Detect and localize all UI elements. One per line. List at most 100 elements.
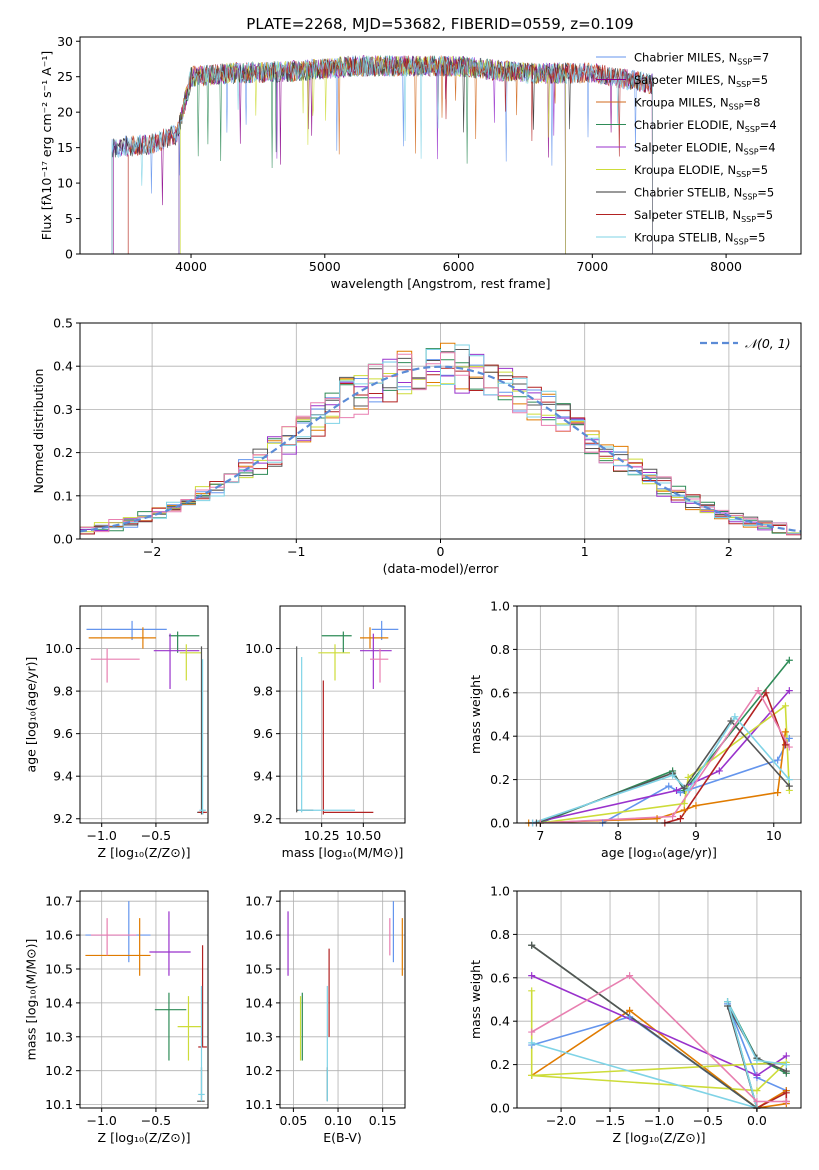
data-marker (665, 782, 673, 790)
legend-value: =4 (759, 141, 776, 155)
y-tick-label: 5 (65, 211, 73, 226)
y-tick-label: 10.1 (245, 1097, 273, 1112)
x-tick-label: 2 (725, 544, 733, 559)
x-tick-label: −0.5 (693, 1113, 723, 1128)
axes-frame (279, 605, 406, 824)
y-tick-label: 10.6 (45, 928, 73, 943)
residuals-plot-area (80, 342, 801, 539)
data-marker (753, 1087, 761, 1095)
spectrum-series (111, 55, 653, 254)
y-tick-label: 0.4 (53, 359, 73, 374)
y-tick-label: 9.8 (53, 684, 73, 699)
x-axis-label: Z [log₁₀(Z/Z⊙)] (98, 845, 191, 860)
y-tick-label: 10.4 (45, 995, 73, 1010)
x-tick-label: 0.10 (324, 1113, 352, 1128)
normal-curve (80, 365, 801, 533)
y-tick-label: 1.0 (490, 599, 510, 614)
legend-value: =5 (751, 163, 768, 177)
y-tick-label: 0.4 (490, 1014, 510, 1029)
y-tick-label: 1.0 (490, 884, 510, 899)
x-tick-label: 0.0 (747, 1113, 767, 1128)
x-tick-label: −0.5 (141, 1113, 171, 1128)
data-marker (781, 728, 789, 736)
y-axis-label: mass weight (468, 960, 483, 1039)
y-tick-label: 0.0 (53, 532, 73, 547)
data-marker (676, 815, 684, 823)
legend-value: =7 (752, 51, 769, 65)
y-tick-label: 0.3 (53, 402, 73, 417)
data-marker (715, 767, 723, 775)
y-tick-label: 0.5 (53, 316, 73, 331)
data-marker (692, 802, 700, 810)
data-marker (785, 743, 793, 751)
data-marker (785, 687, 793, 695)
x-axis-label: age [log₁₀(age/yr)] (601, 845, 717, 860)
y-tick-label: 20 (57, 105, 73, 120)
x-tick-label: −2.0 (546, 1113, 576, 1128)
y-tick-label: 9.8 (253, 684, 273, 699)
data-marker (653, 815, 661, 823)
x-axis-label: Z [log₁₀(Z/Z⊙)] (98, 1130, 191, 1145)
y-axis-label: age [log₁₀(age/yr)] (24, 657, 39, 773)
data-marker (680, 799, 688, 807)
y-tick-label: 10.1 (45, 1097, 73, 1112)
y-tick-label: 0.2 (490, 772, 510, 787)
data-marker (785, 782, 793, 790)
data-marker (782, 1067, 790, 1075)
data-marker (684, 786, 692, 794)
x-tick-label: −1.0 (87, 828, 117, 843)
y-tick-label: 10.7 (245, 894, 273, 909)
age-mass-plot-area (296, 620, 399, 815)
data-marker (727, 717, 735, 725)
x-tick-label: 4000 (175, 259, 207, 274)
data-marker (626, 1013, 634, 1021)
x-tick-label: 0 (437, 544, 445, 559)
weight-series (531, 974, 787, 1103)
legend-subscript: SSP (744, 148, 759, 157)
residuals-panel: −2 −1 0 1 2 0.0 0.1 0.2 0.3 0.4 0.5 (data-model)/er… (31, 316, 802, 576)
data-marker (782, 1089, 790, 1097)
legend-entry: Salpeter ELODIE, NSSP=4 (634, 141, 776, 157)
age-mass-panel: 10.25 10.50 9.2 9.4 9.6 9.8 10.0 mass [log₁₀(M/… (245, 605, 406, 860)
x-tick-label: −1.0 (644, 1113, 674, 1128)
x-tick-label: 8000 (710, 259, 742, 274)
weight-Z-panel: −2.0 −1.5 −1.0 −0.5 0.0 0.0 0.2 0.4 0.6 0.8 1.0 Z [… (468, 884, 802, 1145)
data-marker (731, 713, 739, 721)
data-marker (753, 1071, 761, 1079)
spectrum-plot-area (111, 55, 653, 254)
x-axis-label: mass [log₁₀(M/M⊙)] (282, 845, 404, 860)
y-tick-label: 30 (57, 34, 73, 49)
legend-value: =8 (744, 96, 761, 110)
data-marker (724, 998, 732, 1006)
age-Z-panel: −1.0 −0.5 9.2 9.4 9.6 9.8 10.0 Z [log₁₀(Z/Z⊙)] a… (24, 605, 209, 860)
axes-frame (79, 36, 802, 255)
y-tick-label: 9.6 (253, 726, 273, 741)
axes-frame (79, 890, 209, 1109)
y-tick-label: 10 (57, 176, 73, 191)
y-axis-label: mass weight (468, 675, 483, 754)
y-tick-label: 9.4 (253, 769, 273, 784)
x-tick-label: −1.0 (87, 1113, 117, 1128)
data-marker (528, 941, 536, 949)
y-tick-label: 15 (57, 140, 73, 155)
legend-entry: Salpeter MILES, NSSP=5 (634, 73, 768, 89)
y-tick-label: 0.6 (490, 685, 510, 700)
x-tick-label: −1 (287, 544, 305, 559)
y-tick-label: 0.8 (490, 927, 510, 942)
legend-entry: Chabrier ELODIE, NSSP=4 (634, 118, 777, 134)
x-axis-label: wavelength [Angstrom, rest frame] (330, 276, 550, 291)
axes-frame (279, 890, 406, 1109)
x-axis-label: E(B-V) (323, 1130, 362, 1145)
y-tick-label: 25 (57, 69, 73, 84)
data-marker (753, 1097, 761, 1105)
y-tick-label: 0 (65, 247, 73, 262)
legend-value: =5 (751, 73, 768, 87)
y-tick-label: 10.3 (245, 1029, 273, 1044)
legend-value: =5 (757, 186, 774, 200)
legend-entry: Kroupa ELODIE, NSSP=5 (634, 163, 768, 179)
legend-entry: Chabrier STELIB, NSSP=5 (634, 186, 774, 202)
x-tick-label: 0.05 (279, 1113, 307, 1128)
y-tick-label: 10.4 (245, 995, 273, 1010)
x-tick-label: 10.50 (345, 828, 381, 843)
x-tick-label: 5000 (309, 259, 341, 274)
